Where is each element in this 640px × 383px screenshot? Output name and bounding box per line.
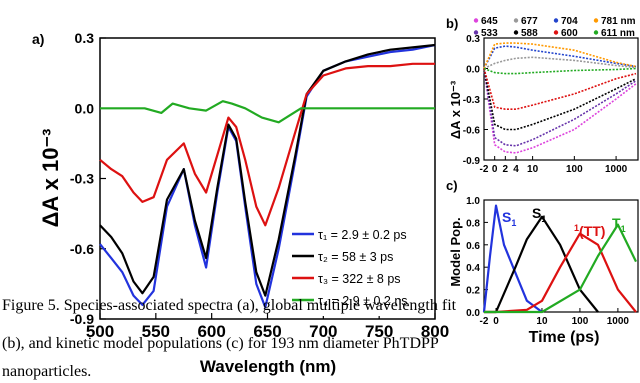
x-tick-label: 0 <box>493 316 499 327</box>
y-tick-label: -0.9 <box>463 156 481 167</box>
series-line <box>483 56 637 70</box>
x-tick-label: 2 <box>503 164 509 175</box>
legend-label: 645 <box>481 16 498 27</box>
legend-label: τ₁ = 2.9 ± 0.2 ps <box>318 228 407 242</box>
series-line <box>99 62 435 227</box>
series-line <box>483 42 637 69</box>
panel-a-series <box>99 43 436 309</box>
panel-c-label: c) <box>446 178 458 193</box>
y-tick-label: -0.9 <box>70 311 94 327</box>
legend-marker <box>553 30 559 35</box>
caption-line-3: nanoparticles. <box>2 363 91 380</box>
y-tick-label: 0.6 <box>466 241 480 252</box>
x-tick-label: 750 <box>365 322 393 341</box>
panel-a-xlabel: Wavelength (nm) <box>200 357 336 376</box>
x-tick-label: -2 <box>480 316 489 327</box>
legend-label: 611 nm <box>601 28 635 39</box>
y-tick-label: 0.3 <box>75 30 95 46</box>
caption-line-1: Figure 5. Species-associated spectra (a)… <box>2 297 457 314</box>
annotation-label: S1 <box>532 205 546 224</box>
series-line <box>100 100 435 124</box>
legend-label: 600 <box>561 28 578 39</box>
panel-a-label: a) <box>32 31 44 47</box>
y-tick-label: 0.0 <box>75 100 95 116</box>
y-tick-label: 0.2 <box>466 286 480 297</box>
legend-label: τ₂ = 58 ± 3 ps <box>318 250 393 264</box>
series-line <box>483 68 637 131</box>
annotation-label: 1(TT) <box>574 223 605 239</box>
legend-label: 533 <box>481 28 498 39</box>
legend-marker <box>513 30 519 35</box>
panel-b-series <box>483 42 637 154</box>
panel-c-annotations: S1 S1 1(TT) T1 <box>502 205 626 239</box>
panel-b-legend: 645 677 704 781 nm 533 588 600 611 nm <box>473 16 636 39</box>
legend-label: 677 <box>521 16 538 27</box>
x-tick-label: 1000 <box>607 316 630 327</box>
x-tick-label: 100 <box>572 316 589 327</box>
legend-marker <box>553 18 559 23</box>
x-tick-label: 650 <box>253 322 281 341</box>
legend-label: 588 <box>521 28 538 39</box>
series-line <box>483 68 637 147</box>
x-tick-label: 1000 <box>605 164 628 175</box>
series-line <box>483 68 637 154</box>
panel-b-ylabel: ΔA x 10⁻³ <box>448 80 463 139</box>
x-tick-label: 10 <box>527 164 539 175</box>
series-line <box>99 43 436 297</box>
legend-marker <box>513 18 519 23</box>
x-tick-label: -2 <box>480 164 489 175</box>
legend-marker <box>473 18 479 23</box>
y-tick-label: -0.6 <box>463 126 481 137</box>
y-tick-label: -0.3 <box>70 171 94 187</box>
panel-a-ylabel: ΔA x 10⁻³ <box>38 129 63 228</box>
legend-label: τ₃ = 322 ± 8 ps <box>318 272 401 286</box>
panel-c-frame <box>483 199 639 313</box>
annotation-label: S1 <box>502 209 516 228</box>
panel-c: c) -2 0 10 100 1000 1.0 0.8 0.6 0.4 0.2 0.0 S1 S1 1(… <box>446 178 639 346</box>
x-tick-label: 550 <box>142 322 170 341</box>
series-line <box>483 45 637 69</box>
panel-b-label: b) <box>446 16 458 31</box>
legend-label: τ₄ = 2.9 ± 0.2 ns <box>318 294 408 308</box>
panel-b-ticks: -2 0 2 4 10 100 1000 0.3 0.0 -0.3 -0.6 -0.9 <box>463 34 628 175</box>
series-line <box>484 215 599 314</box>
x-tick-label: 0 <box>492 164 498 175</box>
legend-label: 704 <box>561 16 578 27</box>
panel-a-legend: τ₁ = 2.9 ± 0.2 ps τ₂ = 58 ± 3 ps τ₃ = 322 … <box>286 224 432 316</box>
panel-c-ylabel: Model Pop. <box>448 217 463 286</box>
y-tick-label: 0.3 <box>466 34 480 45</box>
y-tick-label: 0.4 <box>466 263 480 274</box>
y-tick-label: 1.0 <box>466 196 480 207</box>
caption-line-2: (b), and kinetic model populations (c) f… <box>2 335 439 352</box>
annotation-label: T1 <box>612 215 626 234</box>
panel-c-series <box>482 204 637 314</box>
y-tick-label: 0.0 <box>466 308 480 319</box>
y-tick-label: 0.8 <box>466 218 480 229</box>
x-tick-label: 4 <box>513 164 519 175</box>
y-tick-label: -0.3 <box>463 95 481 106</box>
x-tick-label: 500 <box>86 322 114 341</box>
x-tick-label: 600 <box>197 322 225 341</box>
series-line <box>483 68 637 110</box>
legend-marker <box>593 18 599 23</box>
series-line <box>482 204 543 313</box>
legend-label: 781 nm <box>601 16 636 27</box>
x-tick-label: 700 <box>309 322 337 341</box>
caption: Figure 5. Species-associated spectra (a)… <box>2 297 457 380</box>
y-tick-label: -0.6 <box>70 241 94 257</box>
series-line <box>484 223 637 314</box>
legend-marker <box>473 30 479 35</box>
x-tick-label: 10 <box>536 316 548 327</box>
panel-a: a) 500 550 600 650 700 750 800 0.3 0.0 -0.3 -0.6 -0… <box>32 30 449 376</box>
x-tick-label: 100 <box>566 164 583 175</box>
legend-marker <box>593 30 599 35</box>
panel-c-ticks: -2 0 10 100 1000 1.0 0.8 0.6 0.4 0.2 0.0 <box>466 196 629 327</box>
series-line <box>483 67 637 75</box>
x-tick-label: 800 <box>421 322 449 341</box>
y-tick-label: 0.0 <box>466 65 480 76</box>
panel-c-xlabel: Time (ps) <box>529 329 600 346</box>
